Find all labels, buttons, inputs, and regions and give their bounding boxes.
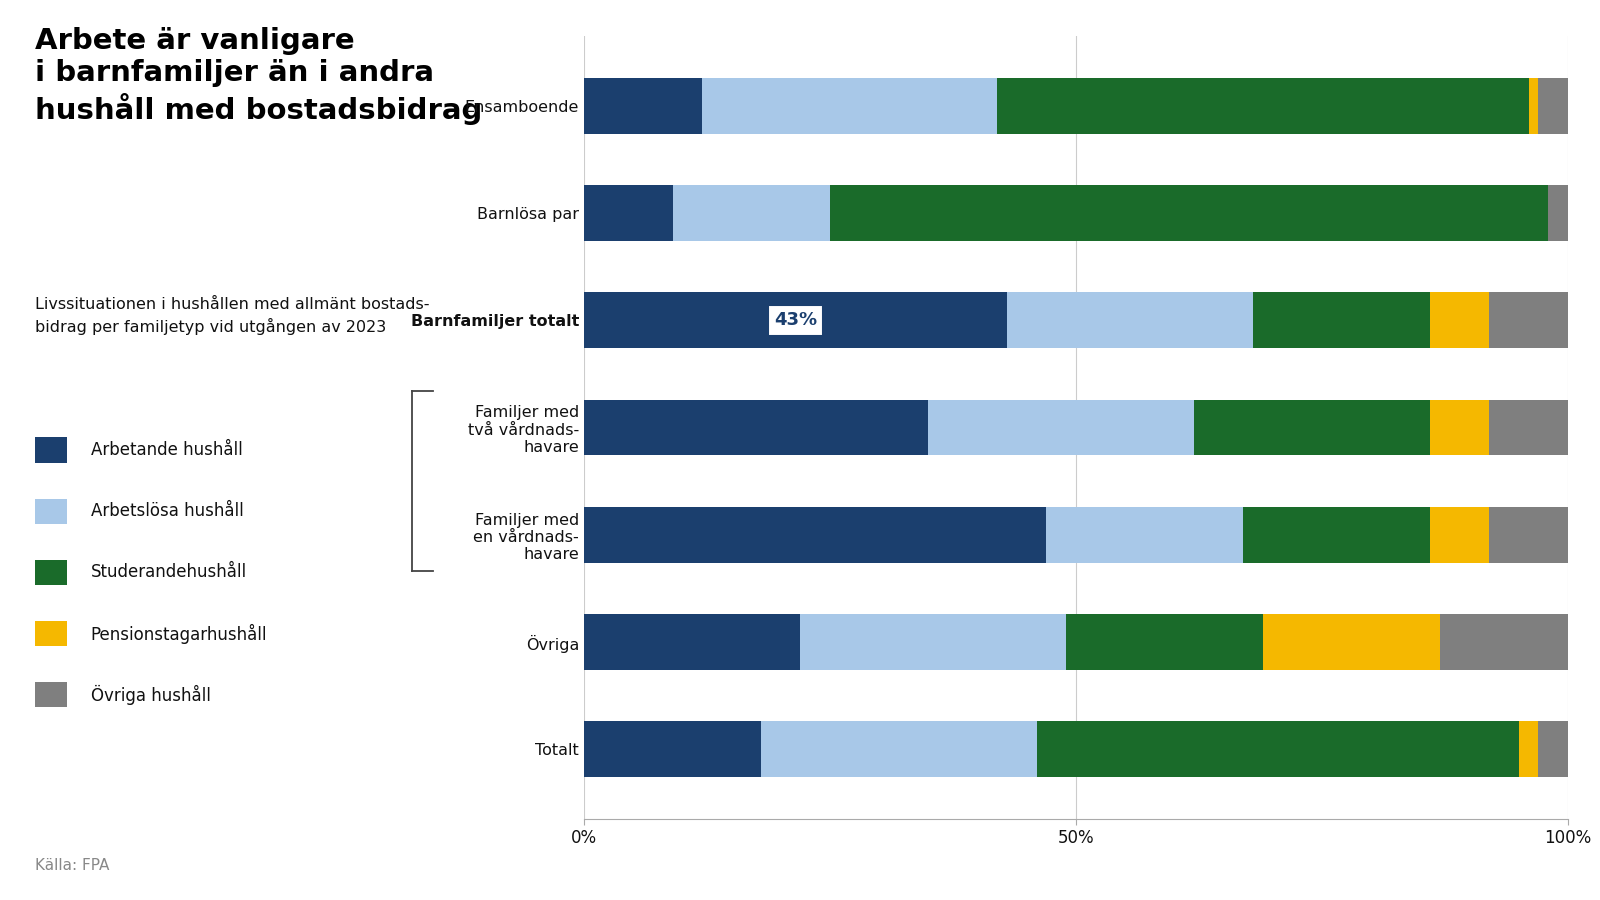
Bar xyxy=(584,507,1046,562)
Bar xyxy=(830,185,1549,241)
Text: 43%: 43% xyxy=(774,311,818,329)
Bar xyxy=(800,614,1066,670)
Bar xyxy=(1253,292,1430,348)
Bar xyxy=(1262,614,1440,670)
Bar xyxy=(1430,400,1490,455)
Bar xyxy=(584,722,762,778)
Bar xyxy=(584,292,1006,348)
Text: Arbetslösa hushåll: Arbetslösa hushåll xyxy=(91,502,243,520)
Bar xyxy=(584,185,672,241)
Bar xyxy=(1539,722,1568,778)
Bar xyxy=(584,77,702,133)
Text: Studerandehushåll: Studerandehushåll xyxy=(91,563,246,581)
Bar xyxy=(997,77,1528,133)
Bar xyxy=(1430,507,1490,562)
Text: Övriga hushåll: Övriga hushåll xyxy=(91,685,210,705)
Text: Arbetande hushåll: Arbetande hushåll xyxy=(91,441,242,459)
Bar xyxy=(1006,292,1253,348)
Bar xyxy=(928,400,1194,455)
Bar xyxy=(1490,507,1568,562)
Bar xyxy=(1037,722,1518,778)
Bar xyxy=(584,400,928,455)
Bar xyxy=(1528,77,1539,133)
Bar xyxy=(1518,722,1539,778)
Bar xyxy=(1549,185,1568,241)
Bar xyxy=(1490,400,1568,455)
Bar xyxy=(1490,292,1568,348)
Bar xyxy=(1066,614,1262,670)
Bar xyxy=(702,77,997,133)
Bar xyxy=(1046,507,1243,562)
FancyBboxPatch shape xyxy=(35,682,67,707)
FancyBboxPatch shape xyxy=(35,560,67,585)
FancyBboxPatch shape xyxy=(35,621,67,646)
FancyBboxPatch shape xyxy=(35,499,67,524)
Text: Livssituationen i hushållen med allmänt bostads-
bidrag per familjetyp vid utgån: Livssituationen i hushållen med allmänt … xyxy=(35,297,429,335)
Text: Källa: FPA: Källa: FPA xyxy=(35,858,109,873)
Bar xyxy=(672,185,830,241)
Bar xyxy=(1194,400,1430,455)
Text: Pensionstagarhushåll: Pensionstagarhushåll xyxy=(91,624,267,644)
FancyBboxPatch shape xyxy=(35,437,67,463)
Bar xyxy=(1430,292,1490,348)
Bar xyxy=(1539,77,1568,133)
Bar xyxy=(762,722,1037,778)
Bar xyxy=(1243,507,1430,562)
Bar xyxy=(584,614,800,670)
Bar xyxy=(1440,614,1568,670)
Text: Arbete är vanligare
i barnfamiljer än i andra
hushåll med bostadsbidrag: Arbete är vanligare i barnfamiljer än i … xyxy=(35,27,483,124)
